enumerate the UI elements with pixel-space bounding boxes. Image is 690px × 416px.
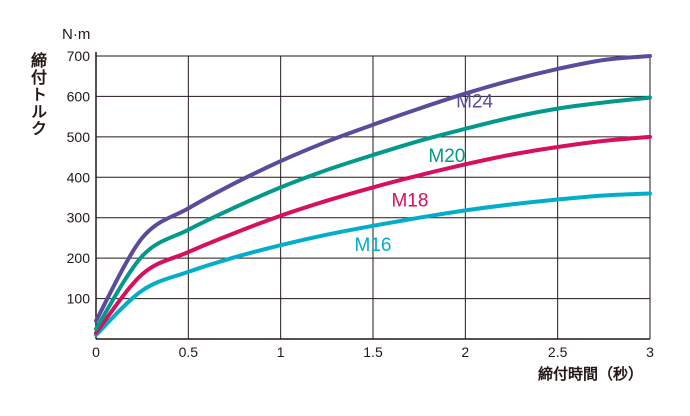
x-tick-label-2.5: 2.5 <box>548 344 568 360</box>
series-label-m24: M24 <box>456 91 493 112</box>
y-axis-unit: N·m <box>62 26 91 43</box>
x-tick-label-1.5: 1.5 <box>363 344 383 360</box>
series-label-m18: M18 <box>391 191 428 212</box>
x-axis-label: 締付時間（秒） <box>538 366 644 383</box>
series-label-m16: M16 <box>355 235 392 256</box>
x-tick-label-0: 0 <box>92 344 100 360</box>
series-labels: M24 M20 M18 M16 <box>355 91 494 256</box>
series-label-m20: M20 <box>428 146 465 167</box>
x-tick-label-2: 2 <box>461 344 469 360</box>
x-tick-label-3: 3 <box>646 344 654 360</box>
y-tick-label-300: 300 <box>67 210 91 226</box>
series-line-m18 <box>94 134 652 335</box>
y-tick-label-700: 700 <box>67 48 91 64</box>
y-axis-label: 締付トルク <box>28 52 45 137</box>
y-tick-label-200: 200 <box>67 250 91 266</box>
axes <box>95 52 650 340</box>
series-lines <box>94 54 652 337</box>
y-tick-label-400: 400 <box>67 169 91 185</box>
y-tick-label-500: 500 <box>67 129 91 145</box>
series-line-m16 <box>94 191 652 337</box>
series-line-m24 <box>94 54 652 323</box>
series-line-m20 <box>94 95 652 331</box>
y-tick-label-100: 100 <box>67 291 91 307</box>
y-tick-label-600: 600 <box>67 88 91 104</box>
x-tick-label-0.5: 0.5 <box>179 344 199 360</box>
tick-labels: 100 200 300 400 500 600 700 0 0.5 1 1.5 2 2.5 3 <box>67 48 654 360</box>
x-tick-label-1: 1 <box>277 344 285 360</box>
